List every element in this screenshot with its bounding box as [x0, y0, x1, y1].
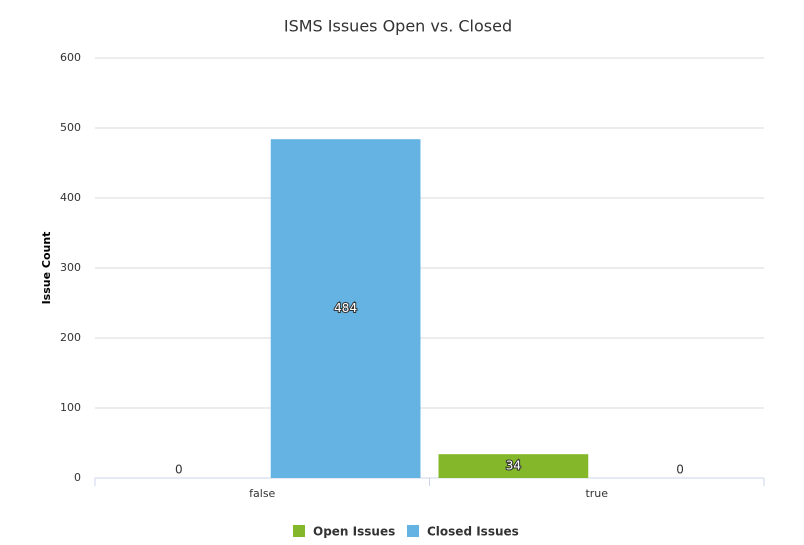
bar: [270, 139, 421, 478]
y-tick-label: 400: [60, 191, 81, 204]
y-tick-label: 300: [60, 261, 81, 274]
data-label: 0: [175, 463, 183, 477]
data-label: 0: [676, 463, 684, 477]
legend-swatch: [293, 525, 305, 537]
data-label: 484: [334, 301, 357, 315]
legend-swatch: [407, 525, 419, 537]
chart-title: ISMS Issues Open vs. Closed: [284, 17, 512, 36]
y-tick-label: 200: [60, 331, 81, 344]
y-axis-title: Issue Count: [40, 232, 53, 305]
y-tick-label: 500: [60, 121, 81, 134]
x-tick-label: false: [249, 487, 275, 500]
y-tick-label: 0: [74, 471, 81, 484]
data-label: 34: [506, 459, 521, 473]
legend-label: Open Issues: [313, 525, 395, 539]
legend-label: Closed Issues: [427, 525, 519, 539]
y-tick-label: 600: [60, 51, 81, 64]
bar: [438, 454, 589, 478]
x-tick-label: true: [585, 487, 608, 500]
y-tick-label: 100: [60, 401, 81, 414]
